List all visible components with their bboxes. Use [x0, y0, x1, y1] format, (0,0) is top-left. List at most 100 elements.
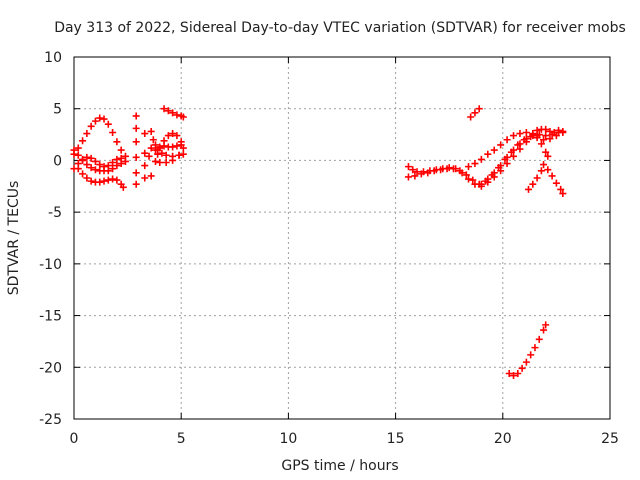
- plot-frame: [73, 56, 611, 420]
- data-point: [490, 173, 498, 181]
- data-point: [70, 146, 78, 154]
- data-point: [467, 113, 475, 121]
- data-point: [522, 129, 530, 137]
- data-point: [160, 105, 168, 113]
- data-point: [147, 172, 155, 180]
- data-point: [477, 182, 485, 190]
- data-point: [179, 150, 187, 158]
- data-point: [505, 369, 513, 377]
- data-point: [411, 172, 419, 180]
- data-point: [74, 151, 82, 159]
- series-arc-m: [477, 125, 567, 190]
- x-tick-label: 15: [387, 431, 405, 447]
- data-point: [87, 154, 95, 162]
- data-point: [177, 141, 185, 149]
- data-point: [484, 178, 492, 186]
- data-point: [546, 135, 554, 143]
- data-point: [559, 190, 567, 198]
- data-point: [555, 126, 563, 134]
- data-point: [79, 170, 87, 178]
- series-arc-q: [505, 321, 550, 380]
- data-point: [522, 138, 530, 146]
- data-point: [173, 132, 181, 140]
- data-point: [544, 152, 552, 160]
- data-point: [79, 137, 87, 145]
- data-point: [529, 131, 537, 139]
- data-point: [540, 161, 548, 169]
- data-point: [537, 167, 545, 175]
- data-point: [443, 165, 451, 173]
- data-point: [164, 132, 172, 140]
- data-point: [552, 179, 560, 187]
- data-point: [424, 169, 432, 177]
- data-point: [516, 130, 524, 138]
- x-tick-label: 20: [494, 431, 512, 447]
- y-tick-label: 5: [53, 102, 62, 118]
- series-arc-j: [404, 129, 567, 188]
- data-point: [96, 161, 104, 169]
- y-tick-label: 0: [53, 153, 62, 169]
- data-point: [514, 369, 522, 377]
- data-point: [503, 136, 511, 144]
- data-point: [162, 151, 170, 159]
- data-point: [471, 160, 479, 168]
- data-point: [162, 158, 170, 166]
- y-tick-label: -20: [39, 360, 62, 376]
- series-arc-d: [74, 165, 127, 191]
- data-point: [145, 152, 153, 160]
- data-point: [477, 155, 485, 163]
- data-point: [518, 364, 526, 372]
- data-point: [559, 127, 567, 135]
- data-point: [169, 130, 177, 138]
- data-point: [91, 117, 99, 125]
- data-point: [413, 168, 421, 176]
- data-point: [510, 152, 518, 160]
- data-point: [514, 141, 522, 149]
- data-point: [83, 174, 91, 182]
- data-point: [96, 114, 104, 122]
- data-point: [417, 170, 425, 178]
- data-point: [147, 127, 155, 135]
- x-tick-label: 0: [70, 431, 79, 447]
- data-point: [169, 152, 177, 160]
- data-point: [507, 148, 515, 156]
- data-point: [156, 158, 164, 166]
- data-point: [83, 153, 91, 161]
- data-point: [83, 130, 91, 138]
- data-point: [141, 162, 149, 170]
- series-arc-c: [70, 153, 125, 173]
- x-tick-label: 25: [601, 431, 619, 447]
- x-tick-label: 5: [177, 431, 186, 447]
- data-point: [119, 183, 127, 191]
- data-point: [462, 171, 470, 179]
- data-point: [437, 166, 445, 174]
- data-point: [404, 173, 412, 181]
- data-point: [497, 167, 505, 175]
- data-point: [100, 115, 108, 123]
- series-arc-o: [525, 161, 548, 193]
- data-point: [175, 151, 183, 159]
- series-arc-i: [160, 105, 187, 121]
- data-point: [74, 144, 82, 152]
- data-point: [96, 178, 104, 186]
- data-point: [132, 169, 140, 177]
- data-point: [104, 162, 112, 170]
- data-point: [87, 177, 95, 185]
- data-point: [503, 160, 511, 168]
- data-point: [104, 120, 112, 128]
- x-axis-label: GPS time / hours: [281, 458, 398, 474]
- data-point: [542, 148, 550, 156]
- series-scatter-e: [132, 112, 155, 188]
- data-point: [469, 176, 477, 184]
- data-point: [117, 154, 125, 162]
- data-point: [464, 163, 472, 171]
- data-point: [404, 163, 412, 171]
- data-point: [544, 166, 552, 174]
- data-point: [117, 146, 125, 154]
- data-point: [83, 161, 91, 169]
- data-point: [132, 124, 140, 132]
- data-point: [113, 162, 121, 170]
- data-point: [516, 145, 524, 153]
- axis-layer: 0 5 10 15 20 25 -25 -20 -15 -10 -5 0 5 10: [39, 50, 619, 447]
- data-point: [542, 125, 550, 133]
